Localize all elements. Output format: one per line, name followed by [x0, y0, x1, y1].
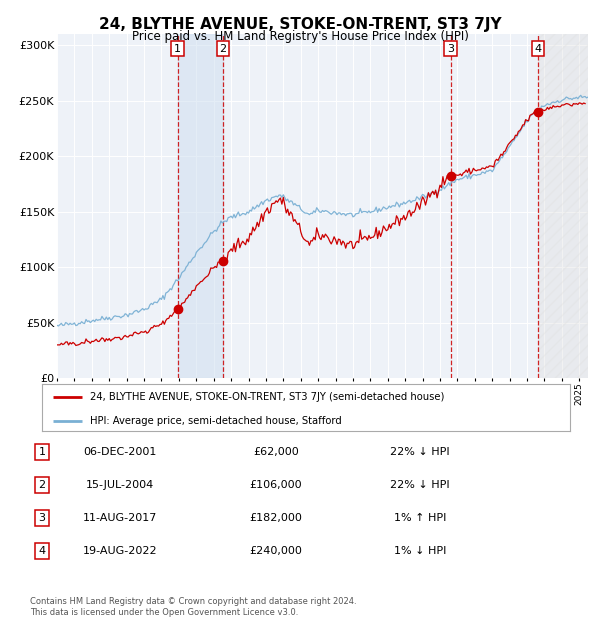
Bar	[178, 34, 223, 378]
Text: 06-DEC-2001: 06-DEC-2001	[83, 447, 157, 458]
Text: HPI: Average price, semi-detached house, Stafford: HPI: Average price, semi-detached house,…	[89, 415, 341, 426]
Text: 1: 1	[174, 43, 181, 53]
Text: Price paid vs. HM Land Registry's House Price Index (HPI): Price paid vs. HM Land Registry's House …	[131, 30, 469, 43]
Bar	[538, 34, 588, 378]
Text: £182,000: £182,000	[250, 513, 302, 523]
Text: 1% ↓ HPI: 1% ↓ HPI	[394, 546, 446, 556]
Text: 15-JUL-2004: 15-JUL-2004	[86, 480, 154, 490]
Text: 4: 4	[38, 546, 46, 556]
Text: 22% ↓ HPI: 22% ↓ HPI	[390, 480, 450, 490]
Text: 3: 3	[447, 43, 454, 53]
Text: 19-AUG-2022: 19-AUG-2022	[83, 546, 157, 556]
Text: Contains HM Land Registry data © Crown copyright and database right 2024.
This d: Contains HM Land Registry data © Crown c…	[30, 598, 356, 617]
Text: 4: 4	[535, 43, 542, 53]
Text: 24, BLYTHE AVENUE, STOKE-ON-TRENT, ST3 7JY (semi-detached house): 24, BLYTHE AVENUE, STOKE-ON-TRENT, ST3 7…	[89, 392, 444, 402]
Text: £62,000: £62,000	[253, 447, 299, 458]
Text: 11-AUG-2017: 11-AUG-2017	[83, 513, 157, 523]
Text: 1: 1	[38, 447, 46, 458]
Text: 2: 2	[220, 43, 227, 53]
Text: 2: 2	[38, 480, 46, 490]
Text: £240,000: £240,000	[250, 546, 302, 556]
Text: 1% ↑ HPI: 1% ↑ HPI	[394, 513, 446, 523]
Text: 3: 3	[38, 513, 46, 523]
Text: 24, BLYTHE AVENUE, STOKE-ON-TRENT, ST3 7JY: 24, BLYTHE AVENUE, STOKE-ON-TRENT, ST3 7…	[98, 17, 502, 32]
Text: 22% ↓ HPI: 22% ↓ HPI	[390, 447, 450, 458]
Text: £106,000: £106,000	[250, 480, 302, 490]
